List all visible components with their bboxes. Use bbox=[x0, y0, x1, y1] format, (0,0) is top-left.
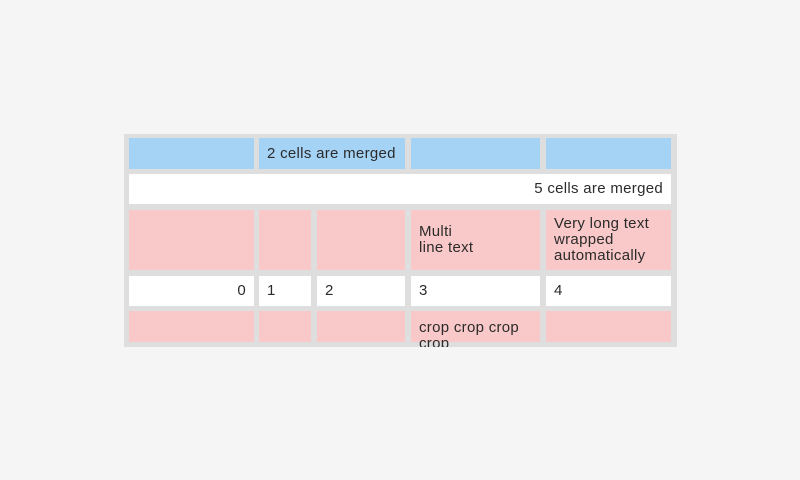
table-cell-r1c4[interactable] bbox=[411, 138, 540, 169]
table-cell-r1c5[interactable] bbox=[546, 138, 671, 169]
table-cell-r3c2[interactable] bbox=[259, 210, 311, 270]
table-cell-r4c2[interactable]: 1 bbox=[259, 276, 311, 306]
table-cell-r3c3[interactable] bbox=[317, 210, 405, 270]
cell-text: 3 bbox=[419, 282, 428, 299]
table-cell-r5c3[interactable] bbox=[317, 311, 405, 342]
table-cell-r1c1[interactable] bbox=[129, 138, 254, 169]
cell-text: 4 bbox=[554, 282, 563, 299]
table-cell-r3c1[interactable] bbox=[129, 210, 254, 270]
cell-text: crop crop crop crop bbox=[419, 319, 520, 348]
table-cell-r3c4[interactable]: Multi line text bbox=[411, 210, 540, 270]
table-widget[interactable]: 2 cells are merged 5 cells are merged Mu… bbox=[124, 134, 677, 347]
table-cell-r5c2[interactable] bbox=[259, 311, 311, 342]
cell-text: 1 bbox=[267, 282, 276, 299]
table-cell-r5c4-cropped[interactable]: crop crop crop crop bbox=[411, 311, 540, 347]
table-cell-r4c5[interactable]: 4 bbox=[546, 276, 671, 306]
table-cell-r4c4[interactable]: 3 bbox=[411, 276, 540, 306]
table-cell-r4c3[interactable]: 2 bbox=[317, 276, 405, 306]
cell-text: 2 bbox=[325, 282, 334, 299]
table-cell-r5c5[interactable] bbox=[546, 311, 671, 342]
table-cell-r5c1[interactable] bbox=[129, 311, 254, 342]
cell-text: 0 bbox=[237, 282, 246, 299]
table-cell-r4c1[interactable]: 0 bbox=[129, 276, 254, 306]
cell-text: Multi line text bbox=[419, 223, 474, 256]
table-cell-r3c5[interactable]: Very long text wrapped automatically bbox=[546, 210, 671, 270]
cell-text: Very long text wrapped automatically bbox=[554, 215, 650, 264]
cell-text: 2 cells are merged bbox=[267, 144, 396, 162]
cell-text: 5 cells are merged bbox=[534, 180, 663, 197]
table-cell-r1c2-merged[interactable]: 2 cells are merged bbox=[259, 138, 405, 169]
table-cell-r2-merged[interactable]: 5 cells are merged bbox=[129, 174, 671, 204]
